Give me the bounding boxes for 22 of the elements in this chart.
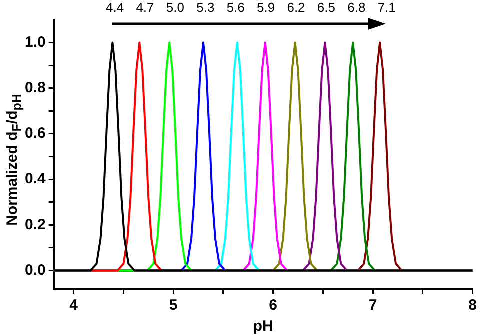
x-tick-label: 7 bbox=[368, 297, 378, 314]
y-tick-label: 0.8 bbox=[24, 80, 46, 97]
x-tick-label: 6 bbox=[269, 297, 278, 314]
x-tick-label: 8 bbox=[468, 297, 477, 314]
text: 5.9 bbox=[257, 0, 276, 15]
text: 4.4 bbox=[106, 0, 124, 15]
y-tick-label: 0.6 bbox=[24, 125, 46, 142]
y-tick-label: 0.2 bbox=[24, 216, 46, 234]
text: 4.7 bbox=[136, 0, 154, 15]
text: 7.1 bbox=[378, 0, 396, 15]
y-tick-label: 1.0 bbox=[24, 34, 46, 51]
text: 6.8 bbox=[348, 0, 366, 15]
text: 5.0 bbox=[166, 0, 184, 15]
y-tick-label: 0.4 bbox=[24, 170, 46, 188]
y-tick-label: 0.0 bbox=[24, 262, 46, 279]
text: 6.5 bbox=[317, 0, 336, 15]
x-tick-label: 5 bbox=[169, 297, 178, 314]
x-tick-label: 4 bbox=[70, 297, 79, 314]
text: 5.6 bbox=[226, 0, 245, 15]
x-axis-title: pH bbox=[253, 318, 274, 336]
text: 6.2 bbox=[287, 0, 306, 15]
text: 5.3 bbox=[196, 0, 215, 15]
